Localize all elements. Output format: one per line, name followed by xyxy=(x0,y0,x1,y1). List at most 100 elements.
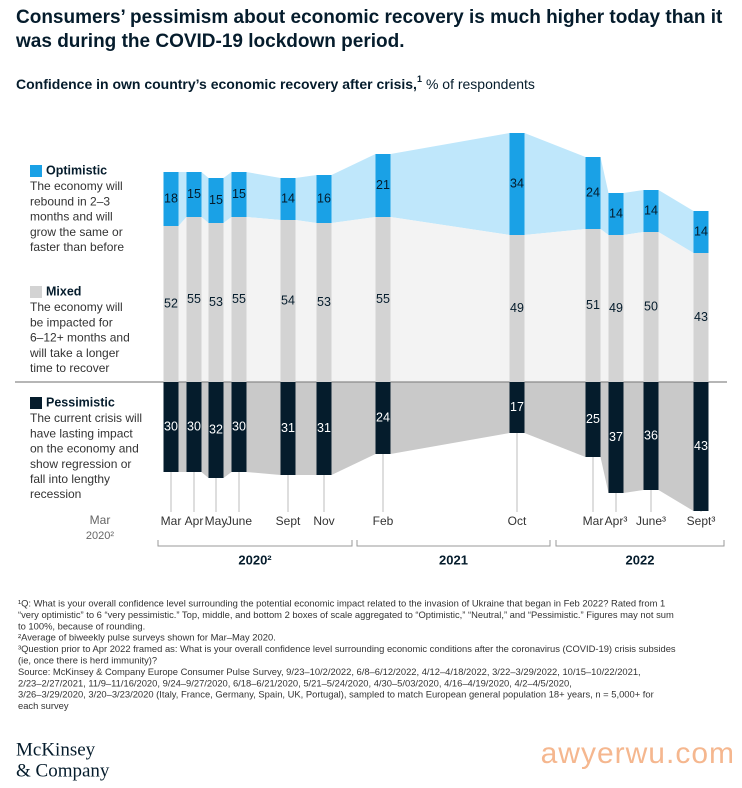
ribbon xyxy=(246,172,281,220)
legend-description: have lasting impact xyxy=(30,426,133,440)
value-label: 50 xyxy=(644,299,658,313)
bar-segment xyxy=(585,229,601,382)
value-label: 30 xyxy=(187,419,201,433)
bar-segment xyxy=(280,220,296,382)
bar-segment xyxy=(231,382,247,472)
bar-segment xyxy=(316,382,332,475)
bar-segment xyxy=(163,382,179,472)
footnote: Source: McKinsey & Company Europe Consum… xyxy=(18,666,641,677)
bar-segment xyxy=(693,253,709,382)
bar-segment xyxy=(643,382,659,490)
ribbon xyxy=(223,217,232,382)
legend-description: The economy will xyxy=(30,179,123,193)
value-label: 37 xyxy=(609,430,623,444)
x-tick-label: Oct xyxy=(508,514,527,528)
ribbon xyxy=(390,382,510,454)
value-label: 53 xyxy=(317,295,331,309)
value-label: 55 xyxy=(232,292,246,306)
value-label: 49 xyxy=(609,301,623,315)
x-tick-label: Mar xyxy=(583,514,604,528)
footnote: 3/26–3/29/2020, 3/20–3/23/2020 (Italy, F… xyxy=(18,689,654,700)
logo: McKinsey xyxy=(16,739,96,760)
legend-description: be impacted for xyxy=(30,315,113,329)
legend-swatch xyxy=(30,397,42,409)
subtitle-main: Confidence in own country’s economic rec… xyxy=(16,76,417,92)
ribbon xyxy=(295,382,317,475)
bar-segment xyxy=(608,382,624,493)
footnote: each survey xyxy=(18,700,69,711)
ribbon xyxy=(600,157,609,235)
bar-segment xyxy=(186,382,202,472)
value-label: 31 xyxy=(281,421,295,435)
ribbon xyxy=(246,217,281,382)
watermark: awyerwu.com xyxy=(541,737,735,770)
legend-description: The current crisis will xyxy=(30,411,142,425)
legend-description: The economy will xyxy=(30,300,123,314)
ribbon xyxy=(623,382,644,493)
bar-segment xyxy=(375,217,391,382)
ribbon xyxy=(331,382,376,475)
ribbon xyxy=(223,172,232,223)
subtitle: Confidence in own country’s economic rec… xyxy=(16,74,535,91)
bar-segment xyxy=(509,133,525,235)
value-label: 14 xyxy=(694,224,708,238)
group-bracket xyxy=(555,540,725,547)
x-tick-label: Nov xyxy=(313,514,334,528)
x-tick-label: Mar xyxy=(161,514,182,528)
legend-label: Optimistic xyxy=(46,163,107,177)
ribbon xyxy=(623,190,644,235)
bar-segment xyxy=(231,217,247,382)
x-tick-label: Feb xyxy=(373,514,394,528)
footnote: 2/23–2/27/2021, 11/9–11/16/2020, 9/24–9/… xyxy=(18,677,572,688)
title: Consumers’ pessimism about economic reco… xyxy=(16,7,723,28)
value-label: 24 xyxy=(586,185,600,199)
value-label: 30 xyxy=(232,419,246,433)
value-label: 17 xyxy=(510,400,524,414)
ribbon xyxy=(295,175,317,223)
ribbon xyxy=(178,382,187,472)
group-label: 2022 xyxy=(626,552,655,567)
value-label: 15 xyxy=(209,193,223,207)
legend-description: fall into lengthy xyxy=(30,472,110,486)
value-label: 15 xyxy=(187,187,201,201)
ribbon xyxy=(524,229,586,382)
value-label: 55 xyxy=(187,292,201,306)
bar-segment xyxy=(280,382,296,475)
value-label: 25 xyxy=(586,412,600,426)
ribbon xyxy=(524,382,586,457)
ribbon xyxy=(600,382,609,493)
value-label: 21 xyxy=(376,178,390,192)
bar-segment xyxy=(585,382,601,457)
value-label: 24 xyxy=(376,410,390,424)
value-label: 15 xyxy=(232,187,246,201)
bar-segment xyxy=(208,178,224,223)
x-tick-label: June xyxy=(226,514,252,528)
value-label: 30 xyxy=(164,419,178,433)
bar-segment xyxy=(316,223,332,382)
bar-segment xyxy=(509,235,525,382)
x-tick-label: Apr xyxy=(185,514,204,528)
bar-segment xyxy=(375,382,391,454)
value-label: 54 xyxy=(281,293,295,307)
bar-segment xyxy=(375,154,391,217)
bar-segment xyxy=(608,193,624,235)
value-label: 16 xyxy=(317,191,331,205)
title: was during the COVID-19 lockdown period. xyxy=(15,31,405,52)
bar-segment xyxy=(693,211,709,253)
ribbon xyxy=(331,154,376,223)
group-label: 2020² xyxy=(238,552,272,567)
legend-description: months and will xyxy=(30,210,113,224)
footnote: ³Question prior to Apr 2022 framed as: W… xyxy=(18,643,676,654)
legend-description: time to recover xyxy=(30,361,109,375)
x-tick-label: June³ xyxy=(636,514,666,528)
ribbon xyxy=(178,172,187,226)
bar-segment xyxy=(509,382,525,433)
bar-segment xyxy=(231,172,247,217)
group-bracket xyxy=(356,540,551,547)
ribbon xyxy=(178,217,187,382)
value-label: 14 xyxy=(609,206,623,220)
ribbon xyxy=(658,382,694,511)
logo: & Company xyxy=(16,760,110,781)
legend-swatch xyxy=(30,286,42,298)
